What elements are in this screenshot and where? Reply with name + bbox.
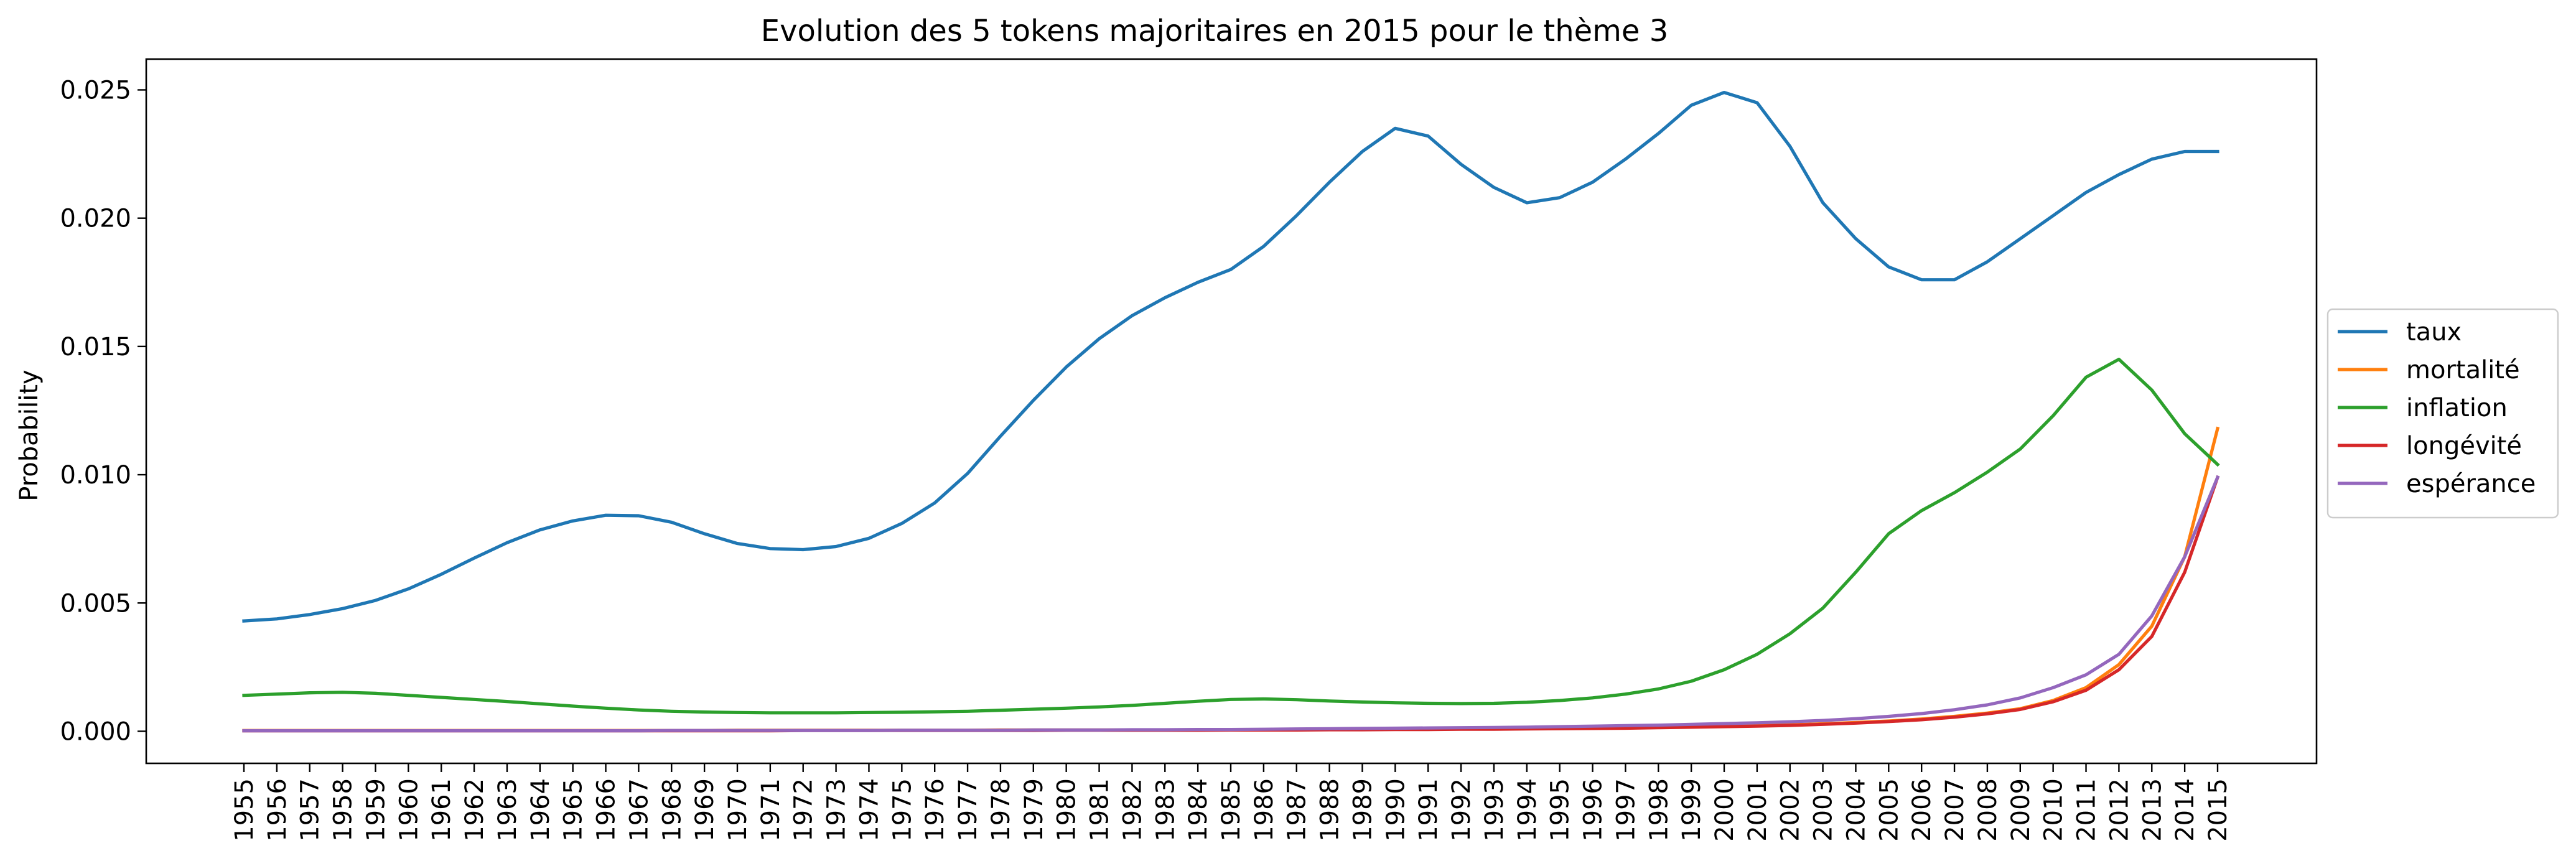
x-tick-label: 1972: [790, 778, 818, 842]
x-tick-label: 2015: [2204, 778, 2233, 842]
series-line-2: [242, 357, 2220, 715]
y-axis-label: Probability: [15, 370, 44, 501]
y-tick-label: 0.015: [60, 333, 131, 361]
x-tick-label: 2008: [1974, 778, 2002, 842]
x-tick-label: 2007: [1941, 778, 1969, 842]
series-lines: [242, 91, 2220, 733]
x-tick-label: 2005: [1875, 778, 1903, 842]
x-tick-label: 1978: [987, 778, 1015, 842]
x-tick-label: 2006: [1908, 778, 1936, 842]
x-tick-label: 1971: [757, 778, 785, 842]
x-tick-label: 2003: [1809, 778, 1838, 842]
x-tick-label: 1961: [427, 778, 456, 842]
x-tick-label: 1981: [1086, 778, 1114, 842]
x-tick-label: 2002: [1776, 778, 1805, 842]
x-tick-label: 2010: [2040, 778, 2068, 842]
x-tick-label: 1973: [823, 778, 851, 842]
x-axis: 1955 1956 1957 1958 1959 1960 1961 1962 1963 1964…: [230, 763, 2233, 842]
x-tick-label: 1964: [526, 778, 555, 842]
x-tick-label: 1960: [394, 778, 423, 842]
legend-label: espérance: [2406, 470, 2536, 498]
legend-label: inflation: [2406, 394, 2508, 422]
y-tick-label: 0.010: [60, 461, 131, 490]
x-tick-label: 1991: [1414, 778, 1443, 842]
x-tick-label: 1962: [460, 778, 489, 842]
x-tick-label: 2013: [2138, 778, 2167, 842]
x-tick-label: 1988: [1316, 778, 1345, 842]
x-tick-label: 1980: [1053, 778, 1081, 842]
x-tick-label: 1983: [1151, 778, 1180, 842]
legend-label: longévité: [2406, 432, 2522, 460]
chart-title: Evolution des 5 tokens majoritaires en 2…: [761, 14, 1668, 49]
series-line-4: [242, 475, 2220, 733]
x-tick-label: 1979: [1020, 778, 1048, 842]
x-tick-label: 1955: [230, 778, 259, 842]
x-tick-label: 1985: [1217, 778, 1246, 842]
y-axis: 0.000 0.005 0.010 0.015 0.020 0.025: [60, 76, 146, 746]
x-tick-label: 2004: [1842, 778, 1870, 842]
x-tick-label: 1967: [625, 778, 653, 842]
x-tick-label: 1982: [1118, 778, 1147, 842]
x-tick-label: 1986: [1250, 778, 1279, 842]
x-tick-label: 2001: [1743, 778, 1772, 842]
x-tick-label: 1958: [329, 778, 358, 842]
y-tick-label: 0.025: [60, 76, 131, 105]
series-line-0: [242, 91, 2219, 623]
x-tick-label: 2014: [2171, 778, 2200, 842]
x-tick-label: 1998: [1645, 778, 1673, 842]
x-tick-label: 1976: [921, 778, 950, 842]
x-tick-label: 1993: [1480, 778, 1509, 842]
x-tick-label: 1997: [1612, 778, 1640, 842]
x-tick-label: 1984: [1184, 778, 1213, 842]
legend-label: taux: [2406, 318, 2462, 347]
x-tick-label: 1974: [855, 778, 884, 842]
y-tick-label: 0.020: [60, 205, 131, 233]
x-tick-label: 1968: [658, 778, 686, 842]
x-tick-label: 2009: [2007, 778, 2035, 842]
x-tick-label: 1963: [493, 778, 522, 842]
x-tick-label: 1965: [559, 778, 588, 842]
x-tick-label: 1977: [954, 778, 982, 842]
legend: taux mortalité inflation longévité espérance: [2326, 308, 2559, 519]
x-tick-label: 1996: [1579, 778, 1608, 842]
x-tick-label: 1957: [296, 778, 325, 842]
x-tick-label: 1975: [888, 778, 917, 842]
x-tick-label: 1995: [1546, 778, 1575, 842]
x-tick-label: 1969: [691, 778, 719, 842]
y-tick-label: 0.005: [60, 589, 131, 618]
x-tick-label: 1999: [1678, 778, 1706, 842]
legend-label: mortalité: [2406, 356, 2520, 384]
legend-box: [2326, 308, 2559, 519]
x-tick-label: 1990: [1381, 778, 1410, 842]
x-tick-label: 1970: [724, 778, 752, 842]
x-tick-label: 1992: [1447, 778, 1476, 842]
x-tick-label: 2000: [1710, 778, 1739, 842]
y-tick-label: 0.000: [60, 717, 131, 746]
x-tick-label: 1987: [1283, 778, 1312, 842]
x-tick-label: 2011: [2073, 778, 2101, 842]
x-tick-label: 1959: [362, 778, 390, 842]
x-tick-label: 1966: [592, 778, 621, 842]
plot-area-frame: [145, 58, 2318, 765]
x-tick-label: 1994: [1513, 778, 1542, 842]
x-tick-label: 1956: [263, 778, 292, 842]
x-tick-label: 1989: [1348, 778, 1377, 842]
x-tick-label: 2012: [2105, 778, 2134, 842]
